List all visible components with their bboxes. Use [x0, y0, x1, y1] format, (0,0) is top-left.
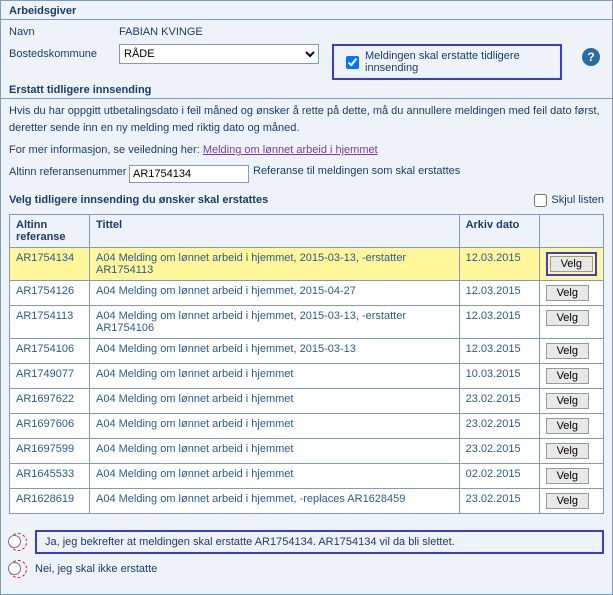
table-row: AR1697606A04 Melding om lønnet arbeid i …	[10, 413, 604, 438]
table-row: AR1754106A04 Melding om lønnet arbeid i …	[10, 338, 604, 363]
cell-action: Velg	[539, 388, 603, 413]
th-ref: Altinn referanse	[10, 214, 90, 247]
cell-ref: AR1645533	[10, 463, 90, 488]
confirm-yes-label: Ja, jeg bekrefter at meldingen skal erst…	[35, 530, 604, 554]
table-row: AR1697622A04 Melding om lønnet arbeid i …	[10, 388, 604, 413]
skjul-checkbox[interactable]	[534, 194, 547, 207]
cell-ref: AR1754126	[10, 280, 90, 305]
velg-button[interactable]: Velg	[546, 418, 589, 434]
info-text-1: Hvis du har oppgitt utbetalingsdato i fe…	[9, 103, 604, 136]
muni-label: Bostedskommune	[9, 48, 119, 60]
velg-button[interactable]: Velg	[546, 468, 589, 484]
confirm-yes-radio-ring	[9, 533, 27, 551]
cell-title: A04 Melding om lønnet arbeid i hjemmet	[90, 388, 460, 413]
cell-ref: AR1754113	[10, 305, 90, 338]
velg-button[interactable]: Velg	[546, 393, 589, 409]
cell-ref: AR1749077	[10, 363, 90, 388]
velg-button[interactable]: Velg	[546, 443, 589, 459]
table-row: AR1754126A04 Melding om lønnet arbeid i …	[10, 280, 604, 305]
cell-ref: AR1754106	[10, 338, 90, 363]
cell-ref: AR1697622	[10, 388, 90, 413]
th-title: Tittel	[90, 214, 460, 247]
replace-checkbox[interactable]	[346, 56, 359, 69]
cell-date: 23.02.2015	[459, 388, 539, 413]
cell-action: Velg	[539, 438, 603, 463]
name-label: Navn	[9, 26, 119, 38]
velg-button[interactable]: Velg	[546, 368, 589, 384]
cell-ref: AR1754134	[10, 247, 90, 280]
cell-date: 23.02.2015	[459, 488, 539, 513]
help-icon[interactable]: ?	[582, 48, 600, 66]
cell-date: 12.03.2015	[459, 305, 539, 338]
cell-title: A04 Melding om lønnet arbeid i hjemmet, …	[90, 488, 460, 513]
innsending-table: Altinn referanse Tittel Arkiv dato AR175…	[9, 214, 604, 514]
veiledning-link[interactable]: Melding om lønnet arbeid i hjemmet	[203, 144, 378, 156]
table-row: AR1754113A04 Melding om lønnet arbeid i …	[10, 305, 604, 338]
velg-button[interactable]: Velg	[546, 493, 589, 509]
replace-checkbox-box: Meldingen skal erstatte tidligere innsen…	[332, 44, 562, 80]
cell-title: A04 Melding om lønnet arbeid i hjemmet, …	[90, 247, 460, 280]
name-value: FABIAN KVINGE	[119, 26, 203, 38]
cell-title: A04 Melding om lønnet arbeid i hjemmet, …	[90, 305, 460, 338]
cell-action: Velg	[539, 413, 603, 438]
cell-ref: AR1697606	[10, 413, 90, 438]
cell-date: 02.02.2015	[459, 463, 539, 488]
table-row: AR1749077A04 Melding om lønnet arbeid i …	[10, 363, 604, 388]
cell-action: Velg	[539, 305, 603, 338]
skjul-label: Skjul listen	[551, 194, 604, 206]
cell-title: A04 Melding om lønnet arbeid i hjemmet, …	[90, 280, 460, 305]
th-action	[539, 214, 603, 247]
table-row: AR1628619A04 Melding om lønnet arbeid i …	[10, 488, 604, 513]
cell-date: 12.03.2015	[459, 280, 539, 305]
confirm-no-label: Nei, jeg skal ikke erstatte	[35, 563, 157, 575]
info-text-2-pre: For mer informasjon, se veiledning her:	[9, 144, 203, 156]
cell-title: A04 Melding om lønnet arbeid i hjemmet	[90, 413, 460, 438]
ref-label: Altinn referansenummer	[9, 165, 129, 179]
cell-action: Velg	[539, 488, 603, 513]
velg-button[interactable]: Velg	[546, 343, 589, 359]
table-row: AR1754134A04 Melding om lønnet arbeid i …	[10, 247, 604, 280]
cell-title: A04 Melding om lønnet arbeid i hjemmet	[90, 463, 460, 488]
cell-date: 10.03.2015	[459, 363, 539, 388]
table-row: AR1697599A04 Melding om lønnet arbeid i …	[10, 438, 604, 463]
velg-button[interactable]: Velg	[546, 285, 589, 301]
cell-action: Velg	[539, 363, 603, 388]
cell-date: 23.02.2015	[459, 438, 539, 463]
table-row: AR1645533A04 Melding om lønnet arbeid i …	[10, 463, 604, 488]
list-title: Velg tidligere innsending du ønsker skal…	[9, 194, 530, 206]
confirm-yes-radio[interactable]	[8, 535, 21, 548]
cell-action: Velg	[539, 338, 603, 363]
cell-action: Velg	[539, 463, 603, 488]
ref-input[interactable]	[129, 165, 249, 183]
cell-action: Velg	[539, 280, 603, 305]
confirm-no-radio-ring	[9, 560, 27, 578]
cell-date: 12.03.2015	[459, 338, 539, 363]
velg-button[interactable]: Velg	[550, 256, 593, 272]
cell-title: A04 Melding om lønnet arbeid i hjemmet, …	[90, 338, 460, 363]
th-date: Arkiv dato	[459, 214, 539, 247]
muni-select[interactable]: RÅDE	[119, 44, 319, 64]
confirm-no-radio[interactable]	[8, 562, 21, 575]
cell-date: 12.03.2015	[459, 247, 539, 280]
section-arbeidsgiver-title: Arbeidsgiver	[1, 1, 612, 20]
section-erstatt-title: Erstatt tidligere innsending	[1, 80, 612, 99]
replace-checkbox-label: Meldingen skal erstatte tidligere innsen…	[365, 50, 552, 74]
cell-ref: AR1697599	[10, 438, 90, 463]
cell-title: A04 Melding om lønnet arbeid i hjemmet	[90, 363, 460, 388]
cell-date: 23.02.2015	[459, 413, 539, 438]
cell-ref: AR1628619	[10, 488, 90, 513]
cell-action: Velg	[539, 247, 603, 280]
velg-button[interactable]: Velg	[546, 310, 589, 326]
ref-after-label: Referanse til meldingen som skal erstatt…	[253, 165, 460, 177]
velg-button-highlight: Velg	[546, 252, 597, 276]
cell-title: A04 Melding om lønnet arbeid i hjemmet	[90, 438, 460, 463]
